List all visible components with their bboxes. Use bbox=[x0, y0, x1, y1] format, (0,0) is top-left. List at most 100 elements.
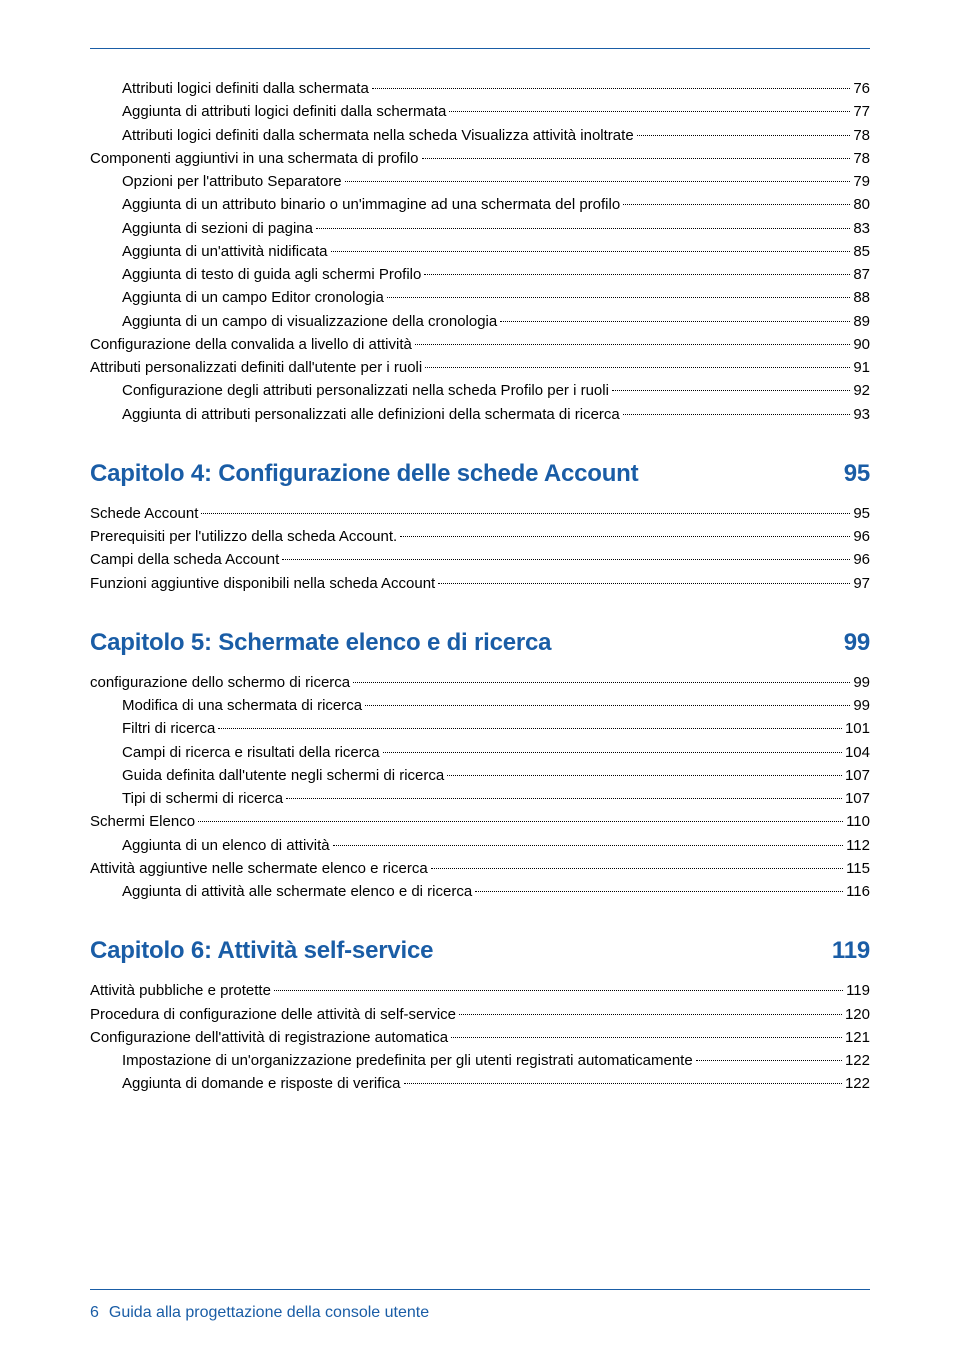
toc-entry-page: 96 bbox=[853, 548, 870, 571]
toc-entry[interactable]: Aggiunta di domande e risposte di verifi… bbox=[90, 1072, 870, 1095]
toc-entry[interactable]: Prerequisiti per l'utilizzo della scheda… bbox=[90, 525, 870, 548]
toc-entry-page: 99 bbox=[853, 671, 870, 694]
toc-entry-page: 77 bbox=[853, 100, 870, 123]
toc-entry-label: Attributi logici definiti dalla schermat… bbox=[122, 77, 369, 100]
toc-leader bbox=[623, 204, 850, 205]
toc-entry[interactable]: Configurazione degli attributi personali… bbox=[90, 379, 870, 402]
toc-entry[interactable]: Componenti aggiuntivi in una schermata d… bbox=[90, 147, 870, 170]
toc-leader bbox=[459, 1014, 842, 1015]
toc-entry[interactable]: Aggiunta di un attributo binario o un'im… bbox=[90, 193, 870, 216]
toc-leader bbox=[198, 821, 843, 822]
toc-leader bbox=[696, 1060, 842, 1061]
toc-entry-page: 119 bbox=[846, 979, 870, 1002]
toc-entry[interactable]: configurazione dello schermo di ricerca 9… bbox=[90, 671, 870, 694]
toc-entry-label: Opzioni per l'attributo Separatore bbox=[122, 170, 342, 193]
toc-entry-label: Campi della scheda Account bbox=[90, 548, 279, 571]
toc-entry-page: 78 bbox=[853, 147, 870, 170]
toc-entry-label: Configurazione degli attributi personali… bbox=[122, 379, 609, 402]
toc-entry-label: Aggiunta di un attributo binario o un'im… bbox=[122, 193, 620, 216]
toc-entry[interactable]: Modifica di una schermata di ricerca99 bbox=[90, 694, 870, 717]
toc-entry-label: Attività aggiuntive nelle schermate elen… bbox=[90, 857, 428, 880]
toc-entry-page: 104 bbox=[845, 741, 870, 764]
toc-leader bbox=[201, 513, 850, 514]
toc-entry-label: Aggiunta di attività alle schermate elen… bbox=[122, 880, 472, 903]
toc-entry-label: Schede Account bbox=[90, 502, 198, 525]
toc-entry-label: Funzioni aggiuntive disponibili nella sc… bbox=[90, 572, 435, 595]
toc-entry-page: 91 bbox=[853, 356, 870, 379]
toc-leader bbox=[447, 775, 842, 776]
chapter-title: Capitolo 4: Configurazione delle schede … bbox=[90, 460, 638, 488]
toc-entry[interactable]: Aggiunta di sezioni di pagina83 bbox=[90, 217, 870, 240]
toc-entry-label: Aggiunta di domande e risposte di verifi… bbox=[122, 1072, 401, 1095]
toc-entry[interactable]: Aggiunta di testo di guida agli schermi … bbox=[90, 263, 870, 286]
toc-entry-label: Aggiunta di sezioni di pagina bbox=[122, 217, 313, 240]
footer-page-number: 6 bbox=[90, 1304, 99, 1322]
toc-entry[interactable]: Aggiunta di un campo di visualizzazione … bbox=[90, 310, 870, 333]
toc-leader bbox=[404, 1083, 842, 1084]
toc-entry[interactable]: Attributi logici definiti dalla schermat… bbox=[90, 77, 870, 100]
toc-entry[interactable]: Aggiunta di attributi personalizzati all… bbox=[90, 403, 870, 426]
toc-entry-label: Schermi Elenco bbox=[90, 810, 195, 833]
toc-entry[interactable]: Procedura di configurazione delle attivi… bbox=[90, 1003, 870, 1026]
toc-entry-page: 79 bbox=[853, 170, 870, 193]
toc-block-2: Schede Account 95Prerequisiti per l'utili… bbox=[90, 502, 870, 595]
toc-entry[interactable]: Attività aggiuntive nelle schermate elen… bbox=[90, 857, 870, 880]
toc-entry-page: 101 bbox=[845, 717, 870, 740]
chapter-page: 119 bbox=[832, 937, 870, 965]
toc-entry-page: 107 bbox=[845, 764, 870, 787]
toc-entry-page: 110 bbox=[846, 810, 870, 833]
toc-entry-page: 90 bbox=[853, 333, 870, 356]
toc-leader bbox=[274, 990, 843, 991]
toc-entry-label: Aggiunta di un campo di visualizzazione … bbox=[122, 310, 497, 333]
footer-rule bbox=[90, 1289, 870, 1290]
toc-entry[interactable]: Aggiunta di attività alle schermate elen… bbox=[90, 880, 870, 903]
toc-leader bbox=[637, 135, 851, 136]
toc-leader bbox=[451, 1037, 842, 1038]
toc-entry[interactable]: Aggiunta di un campo Editor cronologia88 bbox=[90, 286, 870, 309]
chapter-heading-5[interactable]: Capitolo 5: Schermate elenco e di ricerc… bbox=[90, 629, 870, 657]
toc-block-1: Attributi logici definiti dalla schermat… bbox=[90, 77, 870, 426]
toc-entry-page: 122 bbox=[845, 1049, 870, 1072]
toc-entry[interactable]: Attributi logici definiti dalla schermat… bbox=[90, 124, 870, 147]
toc-entry-label: Filtri di ricerca bbox=[122, 717, 215, 740]
toc-entry-page: 121 bbox=[845, 1026, 870, 1049]
toc-entry[interactable]: Guida definita dall'utente negli schermi… bbox=[90, 764, 870, 787]
toc-entry-label: Campi di ricerca e risultati della ricer… bbox=[122, 741, 380, 764]
chapter-page: 99 bbox=[844, 629, 870, 657]
toc-entry[interactable]: Schede Account 95 bbox=[90, 502, 870, 525]
toc-entry[interactable]: Impostazione di un'organizzazione predef… bbox=[90, 1049, 870, 1072]
toc-entry-page: 95 bbox=[853, 502, 870, 525]
toc-entry-page: 85 bbox=[853, 240, 870, 263]
toc-entry-label: Aggiunta di un elenco di attività bbox=[122, 834, 330, 857]
toc-entry[interactable]: Funzioni aggiuntive disponibili nella sc… bbox=[90, 572, 870, 595]
chapter-heading-6[interactable]: Capitolo 6: Attività self-service 119 bbox=[90, 937, 870, 965]
toc-entry-page: 99 bbox=[853, 694, 870, 717]
toc-entry[interactable]: Aggiunta di un elenco di attività112 bbox=[90, 834, 870, 857]
toc-entry[interactable]: Tipi di schermi di ricerca107 bbox=[90, 787, 870, 810]
toc-entry[interactable]: Schermi Elenco 110 bbox=[90, 810, 870, 833]
toc-entry[interactable]: Campi della scheda Account 96 bbox=[90, 548, 870, 571]
toc-leader bbox=[422, 158, 851, 159]
toc-entry[interactable]: Configurazione della convalida a livello… bbox=[90, 333, 870, 356]
toc-entry[interactable]: Attributi personalizzati definiti dall'u… bbox=[90, 356, 870, 379]
chapter-heading-4[interactable]: Capitolo 4: Configurazione delle schede … bbox=[90, 460, 870, 488]
toc-entry-label: Aggiunta di attributi logici definiti da… bbox=[122, 100, 446, 123]
toc-entry-page: 76 bbox=[853, 77, 870, 100]
toc-entry[interactable]: Aggiunta di attributi logici definiti da… bbox=[90, 100, 870, 123]
toc-entry[interactable]: Aggiunta di un'attività nidificata 85 bbox=[90, 240, 870, 263]
toc-entry[interactable]: Attività pubbliche e protette119 bbox=[90, 979, 870, 1002]
toc-entry-label: Guida definita dall'utente negli schermi… bbox=[122, 764, 444, 787]
toc-leader bbox=[365, 705, 850, 706]
toc-entry[interactable]: Filtri di ricerca 101 bbox=[90, 717, 870, 740]
toc-leader bbox=[415, 344, 850, 345]
toc-entry-label: Aggiunta di testo di guida agli schermi … bbox=[122, 263, 421, 286]
toc-entry-label: Aggiunta di un'attività nidificata bbox=[122, 240, 328, 263]
toc-entry[interactable]: Opzioni per l'attributo Separatore 79 bbox=[90, 170, 870, 193]
toc-entry-page: 97 bbox=[853, 572, 870, 595]
toc-leader bbox=[431, 868, 843, 869]
toc-entry-label: configurazione dello schermo di ricerca bbox=[90, 671, 350, 694]
toc-leader bbox=[387, 297, 850, 298]
toc-block-3: configurazione dello schermo di ricerca 9… bbox=[90, 671, 870, 904]
toc-entry[interactable]: Configurazione dell'attività di registra… bbox=[90, 1026, 870, 1049]
toc-entry[interactable]: Campi di ricerca e risultati della ricer… bbox=[90, 741, 870, 764]
